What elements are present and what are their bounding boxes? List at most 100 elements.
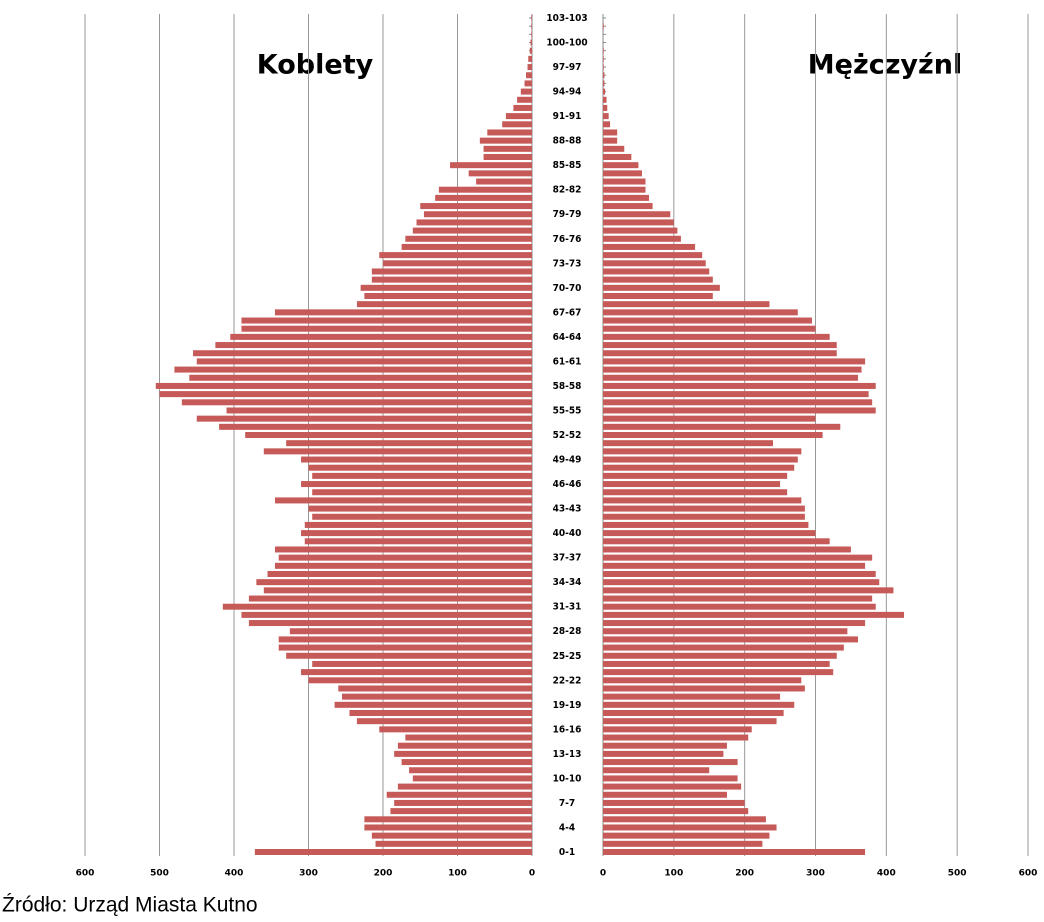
category-label: 4-4	[559, 822, 575, 833]
bar	[526, 72, 532, 79]
bar	[267, 571, 532, 577]
bar	[603, 284, 720, 291]
bar	[241, 317, 532, 324]
bar	[603, 644, 844, 651]
bar	[416, 219, 532, 226]
bar	[386, 791, 532, 798]
bar	[312, 472, 532, 479]
bar	[603, 96, 607, 103]
bar	[603, 309, 798, 316]
category-label: 88-88	[553, 136, 582, 147]
x-tick-label: 0	[600, 869, 606, 879]
bar	[342, 693, 532, 700]
bar	[603, 701, 795, 708]
bar	[159, 391, 532, 398]
bar	[603, 742, 727, 749]
bar	[278, 636, 532, 643]
bar	[301, 669, 532, 676]
category-label: 16-16	[553, 724, 582, 735]
bar	[603, 669, 834, 676]
category-label: 31-31	[553, 602, 582, 613]
bar	[603, 791, 727, 798]
bar	[603, 759, 738, 766]
bar	[603, 162, 639, 169]
x-tick-label: 500	[150, 869, 169, 879]
bar	[274, 497, 532, 504]
bar	[603, 178, 646, 185]
bar	[530, 39, 532, 46]
bar	[219, 423, 532, 430]
bar	[603, 47, 604, 54]
bar	[371, 832, 532, 839]
bar	[278, 554, 532, 561]
bar	[603, 808, 749, 815]
series-label: Koblety	[257, 50, 374, 81]
x-tick-label: 400	[877, 869, 896, 879]
category-label: 0-1	[559, 847, 575, 858]
x-tick-label: 300	[299, 869, 318, 879]
bar	[420, 203, 532, 210]
bar	[383, 260, 532, 267]
category-label: 70-70	[553, 283, 582, 294]
bar	[312, 513, 532, 520]
bar	[603, 767, 710, 774]
x-tick-label: 100	[448, 869, 467, 879]
bar	[338, 685, 532, 692]
bar	[603, 350, 837, 357]
category-label: 55-55	[553, 405, 582, 416]
category-label: 46-46	[553, 479, 582, 490]
category-label: 43-43	[553, 504, 582, 515]
bar	[603, 530, 816, 537]
bar	[278, 644, 532, 651]
x-tick-label: 200	[374, 869, 393, 879]
bar	[603, 235, 681, 242]
bar	[263, 448, 532, 455]
bar	[603, 497, 802, 504]
bar	[603, 23, 604, 30]
bar	[603, 170, 642, 177]
bar	[603, 710, 784, 716]
bar	[603, 121, 611, 128]
bar	[603, 104, 608, 111]
bar	[603, 243, 696, 250]
bar	[438, 186, 532, 193]
bar	[468, 170, 532, 177]
category-label: 91-91	[553, 111, 582, 122]
x-tick-label: 600	[76, 869, 95, 879]
bar	[603, 154, 632, 160]
bar	[603, 571, 876, 577]
bar	[226, 407, 533, 414]
bar	[215, 342, 532, 349]
bar	[603, 799, 745, 806]
bar	[505, 113, 532, 120]
bar	[603, 342, 837, 349]
bar	[603, 587, 894, 594]
bar	[263, 587, 532, 594]
bar	[603, 211, 671, 218]
bar	[189, 374, 533, 381]
bar	[230, 333, 532, 340]
bar	[603, 137, 618, 144]
bar	[603, 219, 674, 226]
bar	[248, 620, 532, 627]
bar	[603, 374, 858, 381]
bar	[371, 268, 532, 275]
bar	[364, 293, 532, 299]
bar	[409, 767, 532, 774]
bar	[412, 227, 532, 234]
bar	[603, 276, 713, 283]
bar	[603, 456, 798, 463]
bar	[379, 726, 532, 733]
bar	[603, 677, 802, 684]
bar	[254, 849, 533, 855]
bar	[603, 693, 781, 700]
bar	[394, 750, 532, 757]
bar	[394, 799, 532, 806]
bar	[527, 64, 532, 71]
bar	[603, 358, 866, 365]
bar	[603, 301, 770, 308]
bar	[405, 235, 532, 242]
bar	[603, 832, 770, 839]
bar	[405, 734, 532, 741]
